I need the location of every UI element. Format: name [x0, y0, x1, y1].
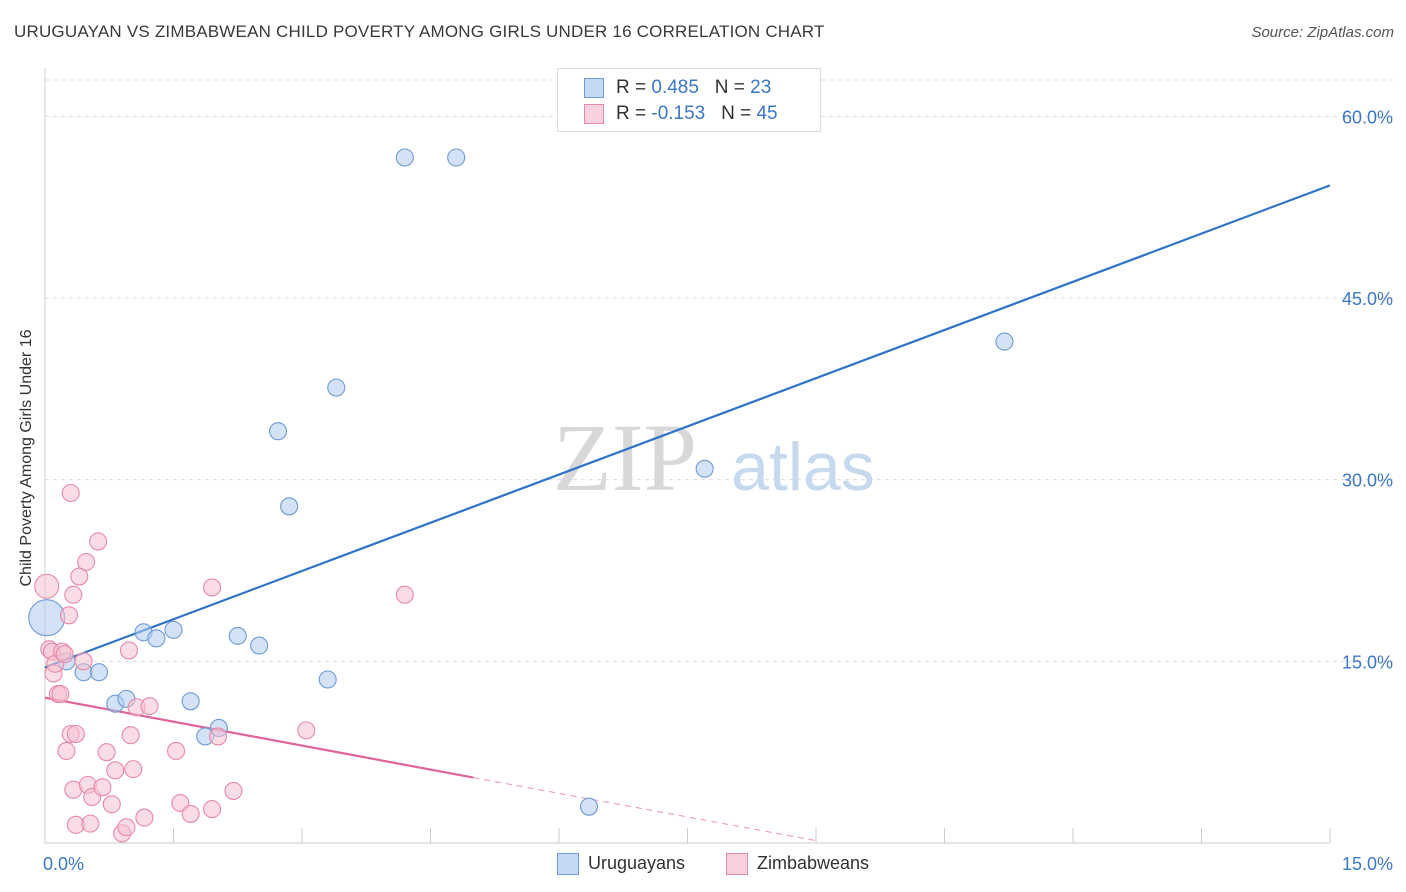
trend-lines [44, 184, 1331, 842]
zimbabweans-point [97, 743, 116, 762]
zimbabweans-point [167, 741, 186, 761]
watermark-atlas: atlas [731, 429, 875, 505]
zimbabweans-point [135, 808, 154, 827]
zimbabweans-point [181, 804, 200, 823]
zimbabweans-point [61, 483, 80, 503]
uruguayans-point [147, 629, 166, 648]
bottom-legend-swatch-zimbabweans [726, 853, 748, 875]
zimbabweans-point [66, 724, 85, 744]
zimbabweans-point [119, 641, 139, 660]
uruguayans-point [181, 692, 200, 711]
uruguayans-point [268, 422, 288, 441]
uruguayans-point [447, 148, 466, 167]
zimbabweans-point [203, 800, 222, 819]
zimbabweans-point [89, 532, 108, 551]
y-tick-label: 30.0% [1342, 471, 1393, 491]
legend-text-zimbabweans: R = -0.153 N = 45 [616, 103, 778, 124]
uruguayans-point [28, 599, 66, 637]
chart-source: Source: ZipAtlas.com [1251, 24, 1394, 41]
zimbabweans-point [81, 814, 100, 833]
uruguayans-point [318, 670, 337, 689]
zimbabweans-point [51, 684, 70, 704]
uruguayans-trend-line [44, 184, 1331, 669]
x-tick-label: 0.0% [43, 854, 84, 874]
bottom-legend-label-uruguayans: Uruguayans [588, 853, 686, 873]
chart-title: URUGUAYAN VS ZIMBABWEAN CHILD POVERTY AM… [14, 22, 825, 41]
zimbabweans-point [102, 795, 121, 814]
zimbabweans-point [297, 721, 316, 740]
zimbabweans-point [203, 578, 222, 597]
legend-box: R = 0.485 N = 23 R = -0.153 N = 45 [557, 68, 821, 132]
tick-labels: 15.0% 30.0% 45.0% 60.0% 0.0% 15.0% [43, 107, 1393, 874]
uruguayans-point [280, 497, 299, 516]
zimbabweans-point [395, 585, 414, 604]
axes [44, 68, 1331, 844]
data-points [28, 148, 1014, 843]
zimbabweans-point [77, 552, 96, 572]
zimbabweans-point [121, 726, 140, 745]
zimbabweans-point [124, 760, 143, 779]
y-tick-label: 15.0% [1342, 652, 1393, 672]
y-tick-label: 45.0% [1342, 289, 1393, 309]
watermark-zip: ZIP [553, 404, 697, 511]
zimbabweans-point [64, 585, 83, 604]
zimbabweans-point [59, 606, 79, 625]
zimbabweans-point [93, 778, 112, 797]
legend-swatch-uruguayans [584, 78, 604, 98]
zimbabweans-point [55, 645, 74, 664]
legend-text-uruguayans: R = 0.485 N = 23 [616, 77, 772, 98]
grid-lines [45, 79, 1395, 662]
zimbabweans-point [74, 652, 93, 671]
zimbabweans-trend-line-extension [473, 777, 817, 842]
zimbabweans-point [34, 573, 60, 599]
zimbabweans-point [224, 781, 243, 800]
uruguayans-point [250, 636, 269, 655]
uruguayans-point [995, 332, 1014, 351]
zimbabweans-point [117, 818, 136, 837]
y-tick-label: 60.0% [1342, 107, 1393, 127]
uruguayans-point [327, 378, 346, 397]
watermark: ZIP atlas [553, 404, 875, 511]
zimbabweans-point [140, 697, 159, 716]
uruguayans-point [579, 797, 599, 816]
uruguayans-point [228, 626, 247, 645]
uruguayans-point [164, 620, 183, 639]
bottom-legend-label-zimbabweans: Zimbabweans [757, 853, 870, 873]
zimbabweans-point [57, 741, 76, 761]
bottom-legend-swatch-uruguayans [557, 853, 579, 875]
uruguayans-point [89, 663, 109, 682]
legend-swatch-zimbabweans [584, 104, 604, 124]
x-tick-label: 15.0% [1342, 854, 1393, 874]
zimbabweans-point [208, 727, 228, 746]
uruguayans-point [695, 459, 714, 478]
zimbabweans-point [106, 761, 125, 780]
uruguayans-point [395, 148, 414, 167]
zimbabweans-point [70, 567, 89, 586]
